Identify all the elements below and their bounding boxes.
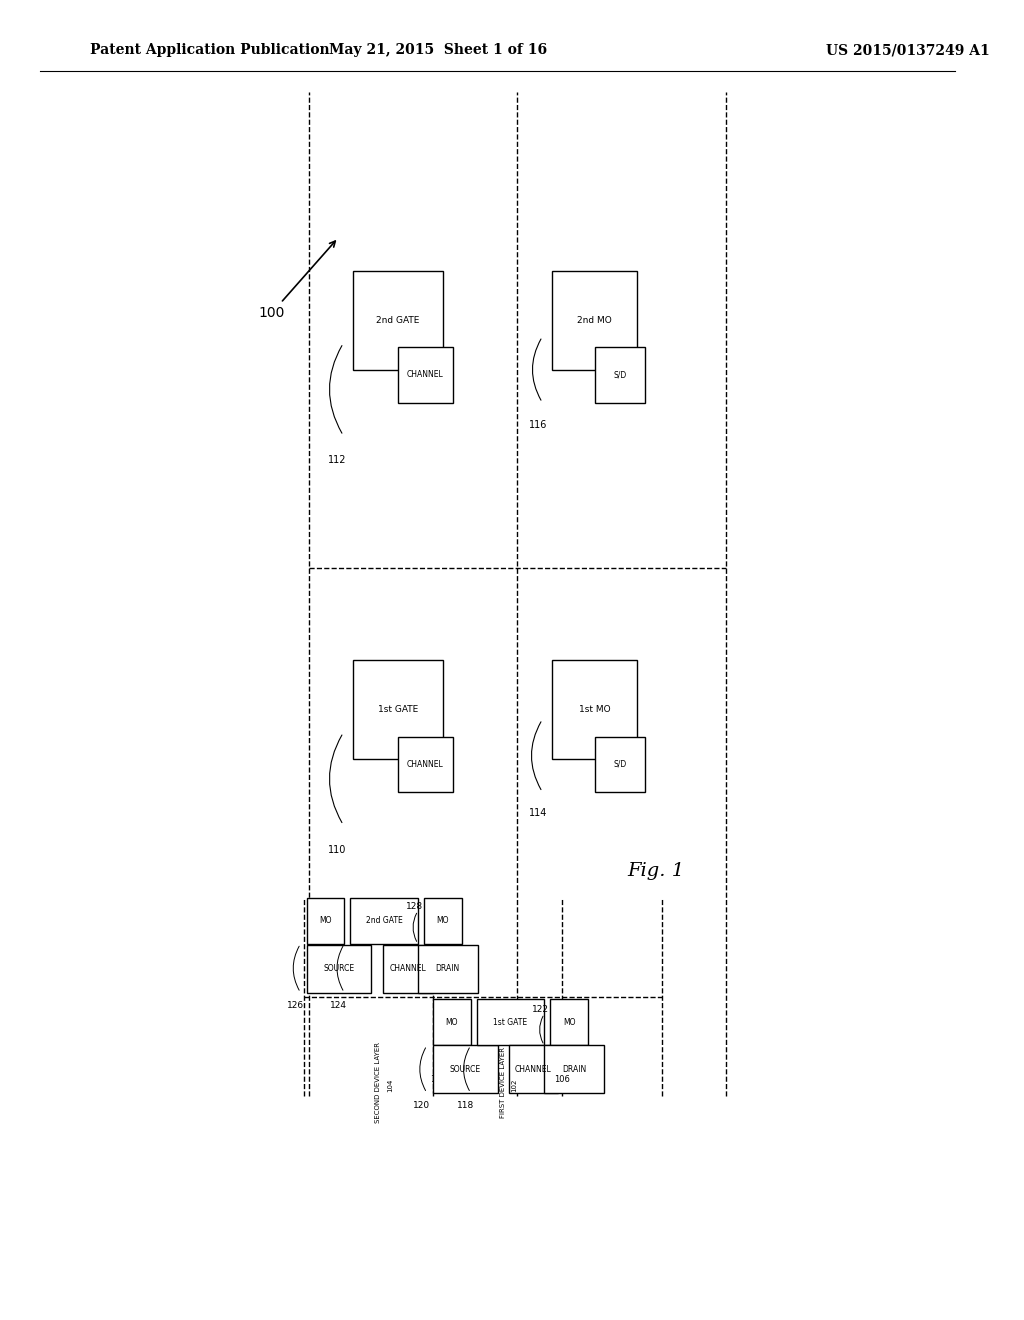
Text: 2nd GATE: 2nd GATE [377, 315, 420, 325]
Text: FIRST DEVICE LAYER: FIRST DEVICE LAYER [500, 1047, 506, 1118]
FancyBboxPatch shape [433, 999, 471, 1045]
Text: DRAIN: DRAIN [435, 965, 460, 973]
FancyBboxPatch shape [353, 271, 442, 370]
FancyBboxPatch shape [383, 945, 433, 993]
Text: 106: 106 [554, 1076, 570, 1084]
FancyBboxPatch shape [398, 737, 453, 792]
Text: US 2015/0137249 A1: US 2015/0137249 A1 [826, 44, 990, 57]
Text: 104: 104 [387, 1078, 393, 1092]
Text: 116: 116 [529, 420, 548, 430]
FancyBboxPatch shape [550, 999, 588, 1045]
Text: 100: 100 [259, 242, 335, 319]
Text: 128: 128 [407, 902, 423, 911]
FancyBboxPatch shape [509, 1045, 558, 1093]
Text: Patent Application Publication: Patent Application Publication [89, 44, 329, 57]
FancyBboxPatch shape [353, 660, 442, 759]
Text: MO: MO [319, 916, 332, 925]
FancyBboxPatch shape [552, 660, 637, 759]
Text: Fig. 1: Fig. 1 [627, 862, 684, 880]
Text: CHANNEL: CHANNEL [408, 371, 443, 379]
Text: 112: 112 [329, 455, 347, 466]
Text: 122: 122 [532, 1005, 550, 1014]
Text: MO: MO [563, 1018, 575, 1027]
Text: 120: 120 [413, 1101, 430, 1110]
FancyBboxPatch shape [433, 1045, 498, 1093]
Text: SOURCE: SOURCE [450, 1065, 481, 1073]
FancyBboxPatch shape [552, 271, 637, 370]
FancyBboxPatch shape [595, 737, 645, 792]
Text: SOURCE: SOURCE [324, 965, 354, 973]
Text: 1st GATE: 1st GATE [494, 1018, 527, 1027]
Text: CHANNEL: CHANNEL [515, 1065, 552, 1073]
Text: S/D: S/D [613, 760, 627, 768]
Text: MO: MO [445, 1018, 458, 1027]
FancyBboxPatch shape [306, 898, 344, 944]
FancyBboxPatch shape [477, 999, 545, 1045]
FancyBboxPatch shape [350, 898, 418, 944]
Text: S/D: S/D [613, 371, 627, 379]
FancyBboxPatch shape [545, 1045, 604, 1093]
Text: 2nd GATE: 2nd GATE [366, 916, 402, 925]
Text: 114: 114 [529, 808, 548, 818]
FancyBboxPatch shape [595, 347, 645, 403]
Text: May 21, 2015  Sheet 1 of 16: May 21, 2015 Sheet 1 of 16 [329, 44, 547, 57]
Text: 126: 126 [287, 1001, 304, 1010]
Text: MO: MO [436, 916, 450, 925]
Text: 124: 124 [331, 1001, 347, 1010]
Text: 110: 110 [329, 845, 347, 855]
Text: CHANNEL: CHANNEL [408, 760, 443, 768]
Text: SECOND DEVICE LAYER: SECOND DEVICE LAYER [375, 1041, 381, 1123]
Text: 118: 118 [457, 1101, 474, 1110]
FancyBboxPatch shape [418, 945, 477, 993]
Text: 1st MO: 1st MO [579, 705, 610, 714]
FancyBboxPatch shape [424, 898, 462, 944]
Text: CHANNEL: CHANNEL [390, 965, 426, 973]
Text: 2nd MO: 2nd MO [578, 315, 612, 325]
FancyBboxPatch shape [306, 945, 371, 993]
Text: DRAIN: DRAIN [562, 1065, 587, 1073]
Text: 108: 108 [430, 1076, 445, 1084]
FancyBboxPatch shape [398, 347, 453, 403]
Text: 1st GATE: 1st GATE [378, 705, 418, 714]
Text: 102: 102 [512, 1078, 517, 1092]
